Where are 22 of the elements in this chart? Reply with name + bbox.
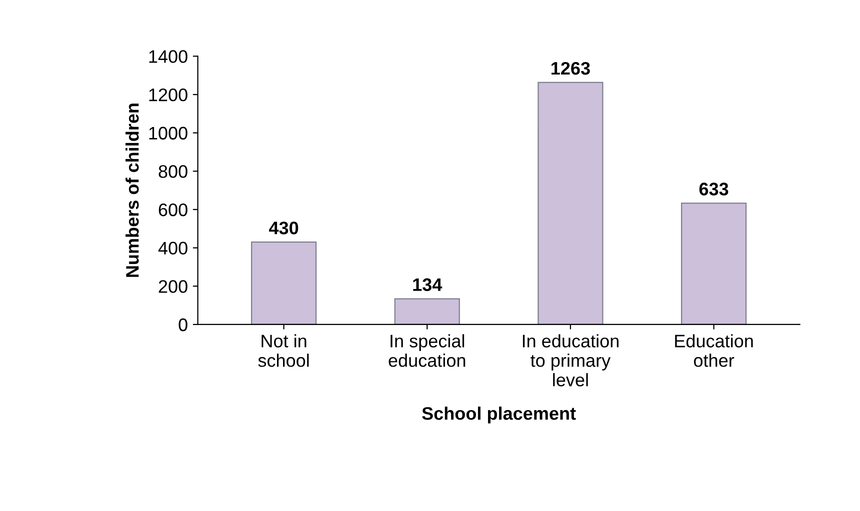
y-tick-label: 1400 (149, 50, 188, 63)
bar (680, 202, 747, 324)
x-axis-title: School placement (422, 406, 576, 424)
y-tick-label: 1200 (149, 88, 188, 102)
y-tick-label: 400 (158, 242, 188, 255)
y-tick-label: 800 (158, 165, 188, 178)
data-label: 430 (269, 222, 298, 234)
y-tick-label: 200 (158, 280, 188, 293)
x-tick-label: In special education (388, 334, 466, 367)
y-tick-label: 0 (178, 318, 188, 332)
data-label: 134 (413, 278, 442, 292)
y-tick-label: 600 (158, 203, 188, 216)
x-tick-label: Education other (675, 334, 753, 367)
bar (394, 298, 460, 324)
x-tick-label: Not in school (258, 334, 309, 367)
data-label: 1263 (552, 62, 590, 75)
bar (250, 242, 317, 324)
y-tick-label: 1000 (149, 126, 188, 140)
data-label: 633 (699, 182, 728, 196)
bar (538, 82, 604, 324)
y-axis-title: Numbers of children (126, 104, 139, 277)
x-tick-label: In education to primary level (522, 334, 618, 386)
